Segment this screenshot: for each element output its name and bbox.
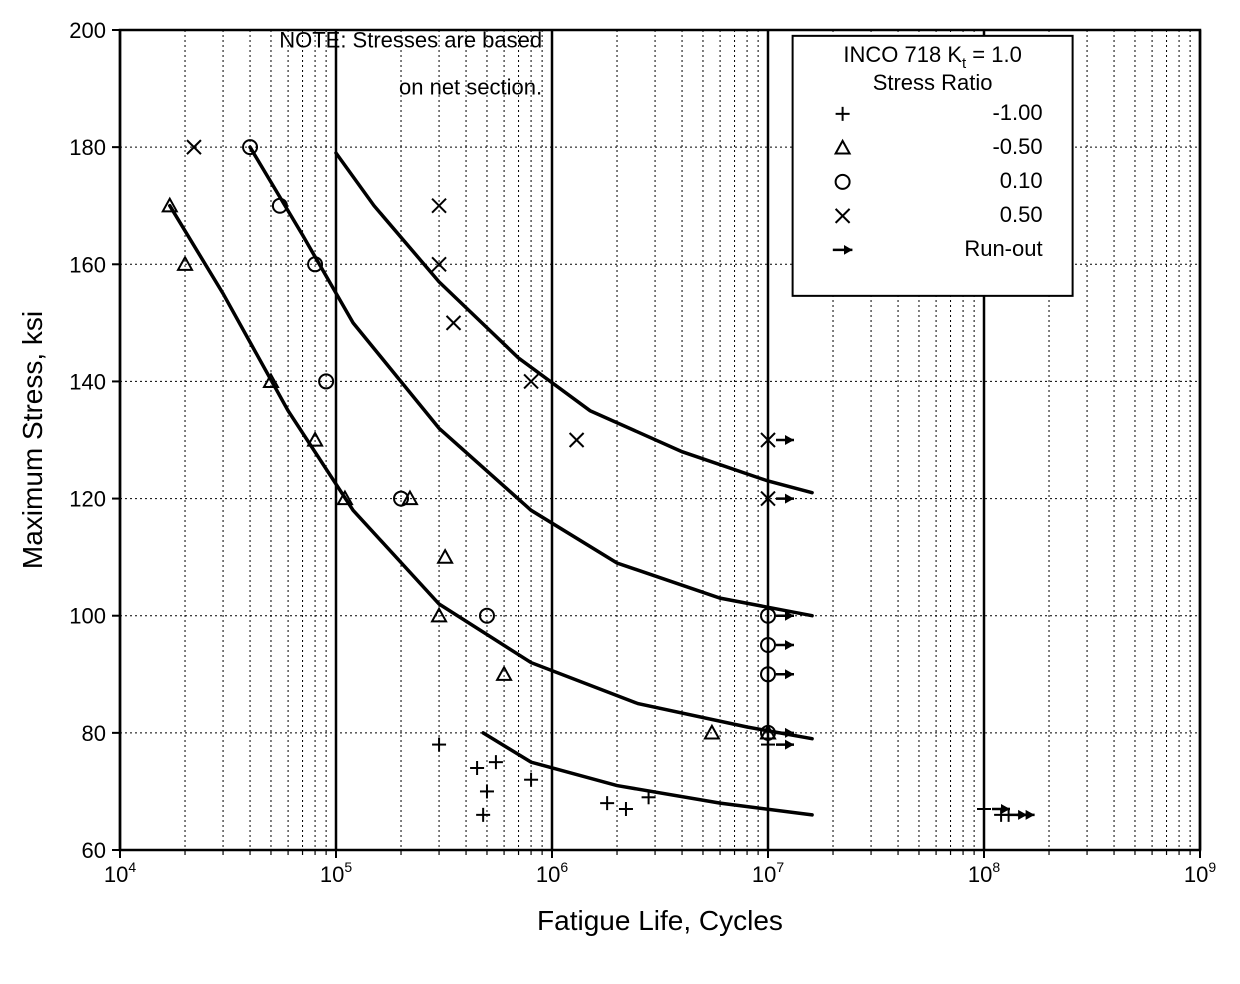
x-tick-label: 107 — [752, 859, 784, 887]
sn-chart: 60 80 100 120 140 160 180 200 104 105 106 107 108 109… — [0, 0, 1240, 984]
y-tick-label: 140 — [69, 369, 106, 394]
note-line2: on net section. — [399, 74, 542, 99]
legend-item-label: 0.10 — [1000, 168, 1043, 193]
x-axis-label: Fatigue Life, Cycles — [537, 905, 783, 936]
legend-item-label: 0.50 — [1000, 202, 1043, 227]
legend-item-label: -0.50 — [992, 134, 1042, 159]
y-tick-label: 200 — [69, 18, 106, 43]
note-line1: NOTE: Stresses are based — [279, 28, 542, 53]
legend-item-label: Run-out — [964, 236, 1042, 261]
y-tick-label: 180 — [69, 135, 106, 160]
y-tick-label: 100 — [69, 604, 106, 629]
x-tick-label: 108 — [968, 859, 1000, 887]
y-tick-label: 160 — [69, 252, 106, 277]
y-tick-label: 60 — [82, 838, 106, 863]
x-tick-label: 104 — [104, 859, 136, 887]
x-tick-label: 105 — [320, 859, 352, 887]
x-tick-label: 109 — [1184, 859, 1216, 887]
y-tick-label: 120 — [69, 487, 106, 512]
legend-subtitle: Stress Ratio — [873, 70, 993, 95]
x-tick-label: 106 — [536, 859, 568, 887]
y-axis-label: Maximum Stress, ksi — [17, 311, 48, 569]
y-tick-label: 80 — [82, 721, 106, 746]
legend-item-label: -1.00 — [992, 100, 1042, 125]
